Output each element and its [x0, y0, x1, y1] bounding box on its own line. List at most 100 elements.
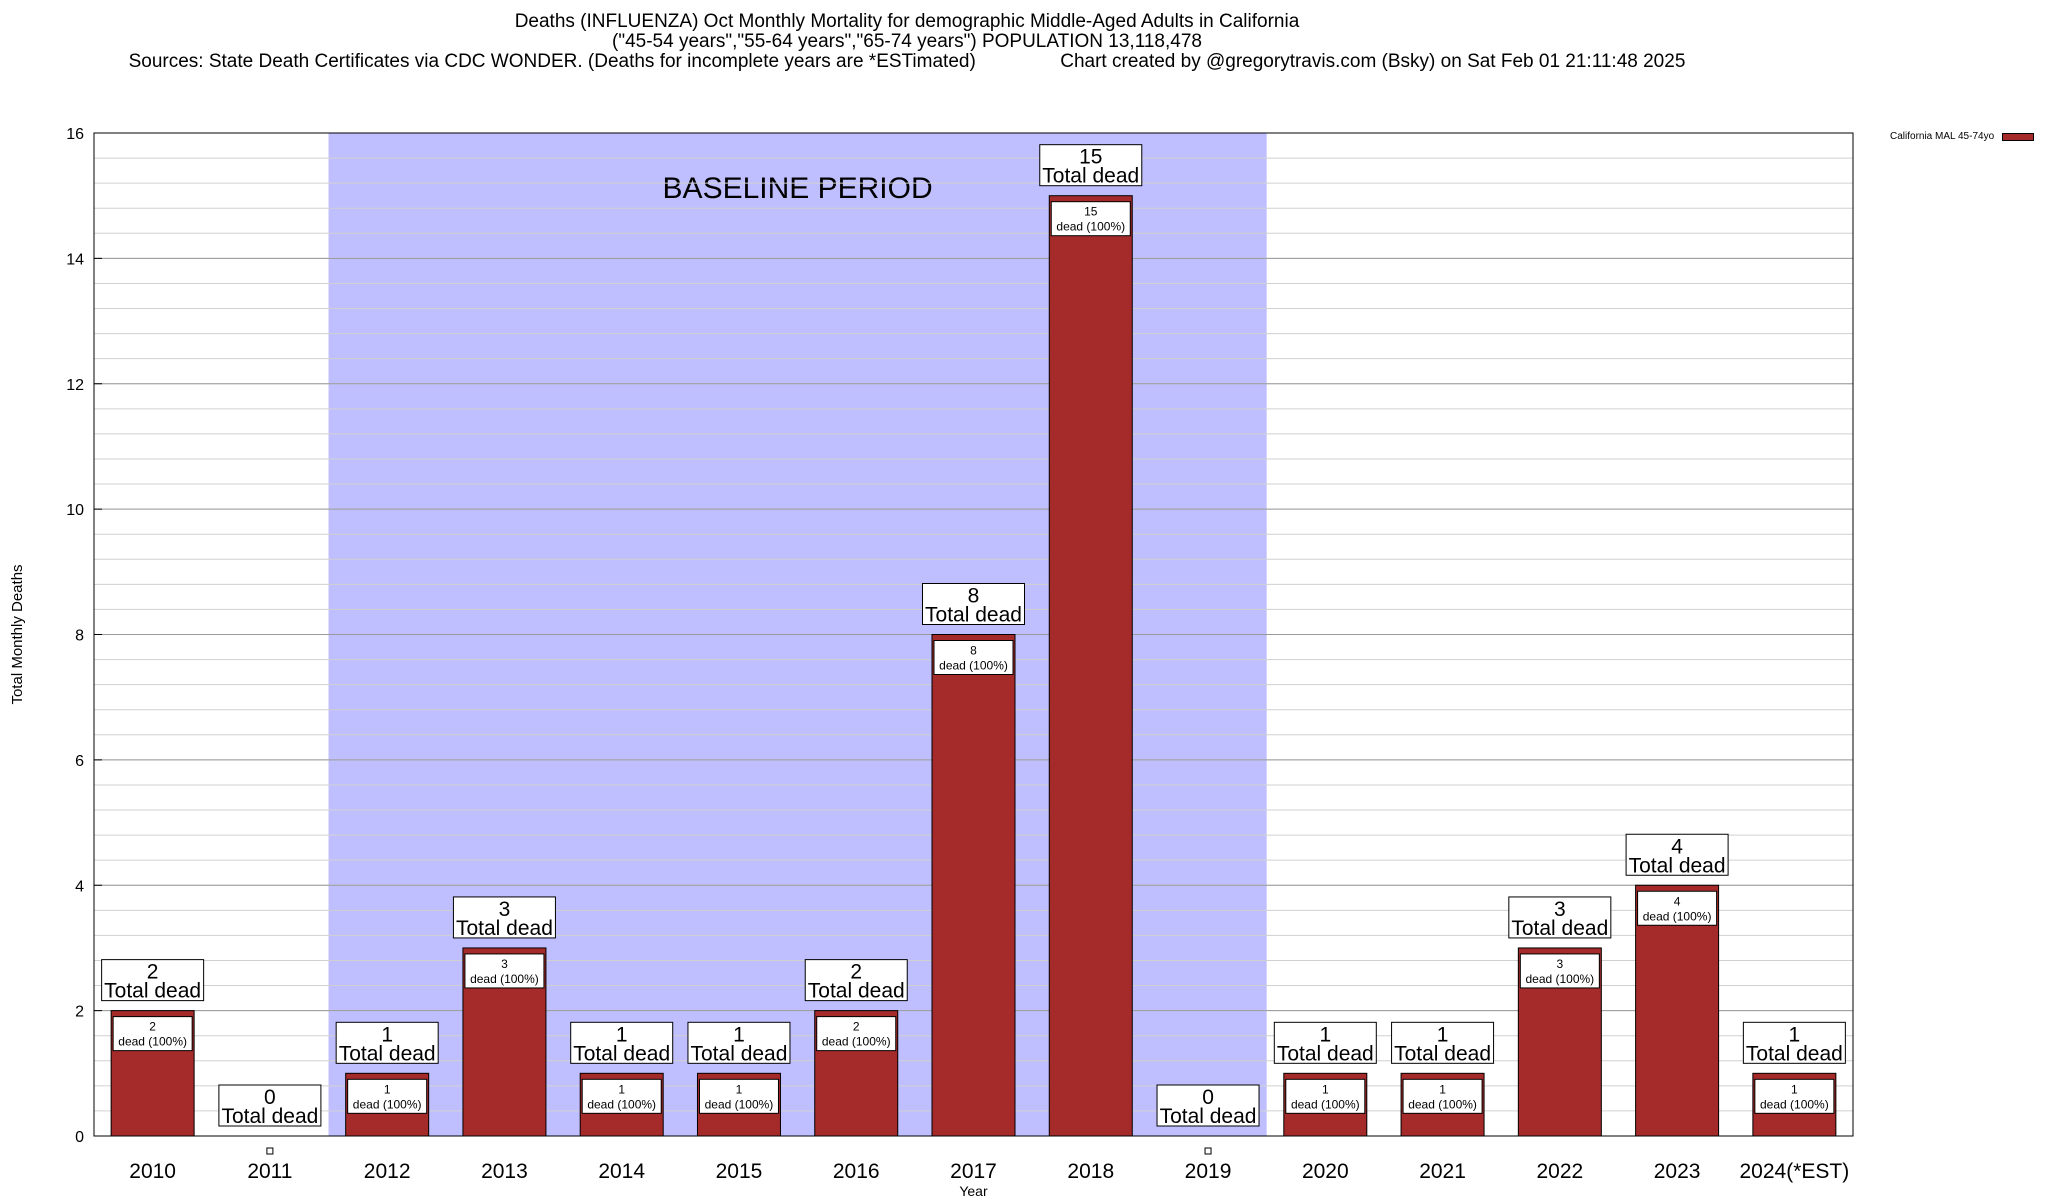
- inner-dead-label: dead (100%): [1056, 220, 1125, 234]
- inner-dead-label: dead (100%): [353, 1097, 422, 1111]
- total-dead-label: Total dead: [808, 980, 905, 1003]
- y-tick-label: 12: [66, 377, 84, 394]
- inner-dead-label: dead (100%): [1643, 909, 1712, 923]
- inner-dead-label: dead (100%): [1760, 1097, 1829, 1111]
- inner-value-label: 3: [501, 957, 508, 971]
- inner-label-box: [464, 953, 545, 989]
- total-dead-label: Total dead: [573, 1042, 670, 1065]
- x-tick-label: 2022: [1536, 1160, 1583, 1183]
- x-tick-label: 2015: [716, 1160, 763, 1183]
- inner-dead-label: dead (100%): [705, 1097, 774, 1111]
- inner-dead-label: dead (100%): [1291, 1097, 1360, 1111]
- inner-label-box: [1754, 1078, 1835, 1114]
- total-value-label: 1: [381, 1023, 393, 1046]
- total-label-box: [218, 1084, 322, 1127]
- total-value-label: 1: [616, 1023, 628, 1046]
- total-dead-label: Total dead: [1511, 917, 1608, 940]
- total-dead-label: Total dead: [1277, 1042, 1374, 1065]
- total-value-label: 8: [968, 585, 980, 608]
- inner-value-label: 3: [1556, 957, 1563, 971]
- y-tick-label: 0: [75, 1129, 84, 1146]
- total-dead-label: Total dead: [104, 980, 201, 1003]
- total-label-box: [1391, 1021, 1495, 1064]
- inner-label-box: [816, 1016, 897, 1052]
- total-label-box: [1508, 896, 1612, 939]
- total-value-label: 1: [1319, 1023, 1331, 1046]
- total-dead-label: Total dead: [1629, 854, 1726, 877]
- inner-label-box: [698, 1078, 779, 1114]
- x-tick-label: 2020: [1302, 1160, 1349, 1183]
- total-value-label: 2: [147, 961, 159, 984]
- bar: [931, 634, 1016, 1137]
- baseline-label: BASELINE PERIOD: [663, 172, 933, 205]
- chart-title: Deaths (INFLUENZA) Oct Monthly Mortality…: [514, 11, 1300, 32]
- y-tick-label: 16: [66, 126, 84, 143]
- x-tick-label: 2018: [1067, 1160, 1114, 1183]
- inner-value-label: 15: [1084, 205, 1098, 219]
- legend-label: California MAL 45-74yo: [1890, 131, 1995, 142]
- x-axis-label: Year: [959, 1183, 988, 1199]
- inner-label-box: [1519, 953, 1600, 989]
- total-dead-label: Total dead: [221, 1105, 318, 1128]
- x-tick-label: 2013: [481, 1160, 528, 1183]
- total-value-label: 0: [264, 1086, 276, 1109]
- inner-label-box: [347, 1078, 428, 1114]
- total-dead-label: Total dead: [1394, 1042, 1491, 1065]
- total-label-box: [687, 1021, 791, 1064]
- total-label-box: [1742, 1021, 1846, 1064]
- inner-dead-label: dead (100%): [470, 972, 539, 986]
- total-value-label: 2: [850, 961, 862, 984]
- total-label-box: [335, 1021, 439, 1064]
- inner-value-label: 1: [618, 1082, 625, 1096]
- inner-label-box: [581, 1078, 662, 1114]
- inner-label-box: [1285, 1078, 1366, 1114]
- total-value-label: 0: [1202, 1086, 1214, 1109]
- x-tick-label: 2010: [129, 1160, 176, 1183]
- total-dead-label: Total dead: [691, 1042, 788, 1065]
- inner-value-label: 1: [1322, 1082, 1329, 1096]
- inner-label-box: [1637, 890, 1718, 926]
- total-label-box: [1039, 144, 1143, 187]
- bar: [1635, 884, 1720, 1137]
- inner-value-label: 1: [1791, 1082, 1798, 1096]
- total-value-label: 4: [1671, 835, 1683, 858]
- inner-dead-label: dead (100%): [822, 1035, 891, 1049]
- inner-dead-label: dead (100%): [587, 1097, 656, 1111]
- inner-value-label: 1: [736, 1082, 743, 1096]
- total-value-label: 1: [733, 1023, 745, 1046]
- inner-value-label: 4: [1674, 894, 1681, 908]
- inner-label-box: [1402, 1078, 1483, 1114]
- total-label-box: [1156, 1084, 1260, 1127]
- x-tick-label: 2019: [1185, 1160, 1232, 1183]
- bar: [1048, 195, 1133, 1137]
- total-value-label: 3: [499, 898, 511, 921]
- zero-marker: [1204, 1147, 1212, 1155]
- total-label-box: [570, 1021, 674, 1064]
- chart-sources: Sources: State Death Certificates via CD…: [128, 51, 1686, 72]
- inner-label-box: [933, 640, 1014, 675]
- inner-value-label: 2: [149, 1020, 156, 1034]
- total-value-label: 3: [1554, 898, 1566, 921]
- y-tick-label: 2: [75, 1004, 84, 1021]
- x-tick-label: 2024(*EST): [1740, 1160, 1850, 1183]
- y-tick-label: 10: [66, 502, 84, 519]
- inner-value-label: 1: [1439, 1082, 1446, 1096]
- legend: California MAL 45-74yo: [1890, 131, 2035, 142]
- legend-swatch: [2002, 132, 2035, 141]
- total-label-box: [1273, 1021, 1377, 1064]
- x-tick-label: 2012: [364, 1160, 411, 1183]
- x-tick-label: 2023: [1654, 1160, 1701, 1183]
- total-label-box: [804, 959, 908, 1002]
- total-dead-label: Total dead: [1746, 1042, 1843, 1065]
- y-tick-label: 8: [75, 628, 84, 645]
- chart-title-block: Deaths (INFLUENZA) Oct Monthly Mortality…: [0, 12, 1814, 72]
- zero-marker: [266, 1147, 274, 1155]
- inner-dead-label: dead (100%): [118, 1035, 187, 1049]
- inner-label-box: [1050, 201, 1131, 237]
- x-tick-label: 2021: [1419, 1160, 1466, 1183]
- total-value-label: 1: [1789, 1023, 1801, 1046]
- inner-dead-label: dead (100%): [1408, 1097, 1477, 1111]
- inner-value-label: 1: [384, 1082, 391, 1096]
- total-label-box: [922, 583, 1025, 625]
